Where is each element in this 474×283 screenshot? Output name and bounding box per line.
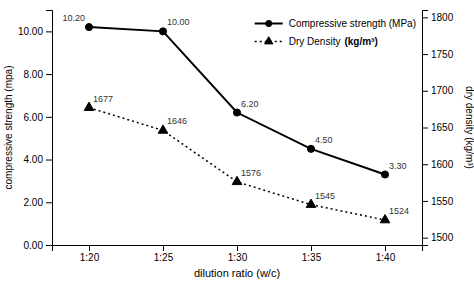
axis-line: [46, 11, 53, 246]
tick-label: 0.00: [24, 240, 44, 251]
legend-label: Compressive strength (MPa): [289, 18, 416, 29]
axis-line: [53, 246, 423, 252]
x-axis: 1:20 1:25 1:30 1:35 1:40: [53, 245, 423, 263]
tick: 1500: [422, 232, 454, 243]
line: [89, 27, 385, 174]
data-label: 10.00: [167, 17, 190, 27]
tick-label: 1:30: [228, 252, 248, 263]
tick: 1750: [422, 49, 454, 60]
tick: 2.00: [24, 197, 52, 208]
data-label: 1677: [93, 94, 113, 104]
tick-mark: [46, 160, 52, 161]
legend: Compressive strength (MPa) Dry Density(kg…: [255, 18, 416, 47]
tick-label: 1650: [431, 122, 454, 133]
tick-mark: [46, 74, 52, 75]
tick-label: 6.00: [24, 112, 44, 123]
tick-label: 1550: [431, 196, 454, 207]
tick: 1:20: [80, 245, 100, 263]
tick-label: 1750: [431, 49, 454, 60]
tick-mark: [46, 31, 52, 32]
tick-mark: [46, 202, 52, 203]
marker: [233, 109, 240, 116]
marker: [307, 145, 314, 152]
legend-marker: [266, 20, 272, 26]
tick-label: 4.00: [24, 154, 44, 165]
tick-label: 1800: [431, 12, 454, 23]
tick: 1700: [422, 85, 454, 96]
data-label: 1576: [241, 168, 261, 178]
tick-mark: [385, 245, 386, 251]
tick-mark: [422, 54, 428, 55]
tick-mark: [163, 245, 164, 251]
marker: [381, 171, 388, 178]
marker: [85, 24, 92, 31]
tick: 4.00: [24, 154, 52, 165]
tick-label: 1:35: [302, 252, 322, 263]
tick-label: 10.00: [18, 26, 43, 37]
legend-item: Dry Density(kg/m³): [255, 36, 378, 47]
tick: 1:35: [302, 245, 322, 263]
tick-label: 1600: [431, 159, 454, 170]
tick-label: 1700: [431, 85, 454, 96]
data-label: 3.30: [389, 161, 407, 171]
tick: 10.00: [18, 26, 52, 37]
tick-mark: [422, 128, 428, 129]
plot: 1:20 1:25 1:30 1:35 1:40 0.00 2.00 4.00 6.00 8.00…: [3, 11, 474, 280]
tick-mark: [422, 201, 428, 202]
y2-axis: 1500 1550 1600 1650 1700 1750 1800: [422, 11, 454, 246]
tick-mark: [46, 245, 52, 246]
marker: [159, 28, 166, 35]
legend-label: Dry Density: [289, 36, 341, 47]
legend-marker: [265, 37, 273, 44]
tick: 1800: [422, 12, 454, 23]
tick-mark: [237, 245, 238, 251]
tick: 1650: [422, 122, 454, 133]
tick-mark: [422, 238, 428, 239]
data-label: 6.20: [241, 99, 259, 109]
tick: 1600: [422, 159, 454, 170]
tick-mark: [422, 164, 428, 165]
data-label: 10.20: [62, 13, 85, 23]
chart: 1:20 1:25 1:30 1:35 1:40 0.00 2.00 4.00 6.00 8.00…: [0, 0, 474, 283]
tick-mark: [311, 245, 312, 251]
y-axis-title: compressive strength (mpa): [3, 66, 14, 190]
tick-label: 1:20: [80, 252, 100, 263]
line: [89, 108, 385, 220]
tick: 1:30: [228, 245, 248, 263]
tick: 8.00: [24, 69, 52, 80]
tick: 1550: [422, 196, 454, 207]
axis-line: [423, 11, 429, 246]
marks: [84, 24, 390, 223]
tick-label: 1:25: [154, 252, 174, 263]
tick-label: 2.00: [24, 197, 44, 208]
tick: 1:25: [154, 245, 174, 263]
data-label: 1524: [389, 206, 409, 216]
tick-mark: [46, 117, 52, 118]
tick-mark: [422, 17, 428, 18]
y2-axis-title: dry density (kg/m³): [464, 86, 474, 169]
legend-item: Compressive strength (MPa): [255, 18, 416, 29]
annotation: (kg/m³): [344, 36, 377, 47]
tick-mark: [422, 91, 428, 92]
data-label: 1545: [315, 191, 335, 201]
tick: 0.00: [24, 240, 52, 251]
tick-mark: [89, 245, 90, 251]
tick-label: 8.00: [24, 69, 44, 80]
data-label: 1646: [167, 116, 187, 126]
y-axis: 0.00 2.00 4.00 6.00 8.00 10.00: [18, 11, 53, 251]
tick: 6.00: [24, 112, 52, 123]
data-labels: 10.20 10.00 6.20 4.50 3.30 1677 1646 1576 1545 15…: [62, 13, 409, 216]
x-axis-title: dilution ratio (w/c): [194, 267, 280, 279]
tick-label: 1500: [431, 232, 454, 243]
tick: 1:40: [376, 245, 396, 263]
tick-label: 1:40: [376, 252, 396, 263]
data-label: 4.50: [315, 135, 333, 145]
